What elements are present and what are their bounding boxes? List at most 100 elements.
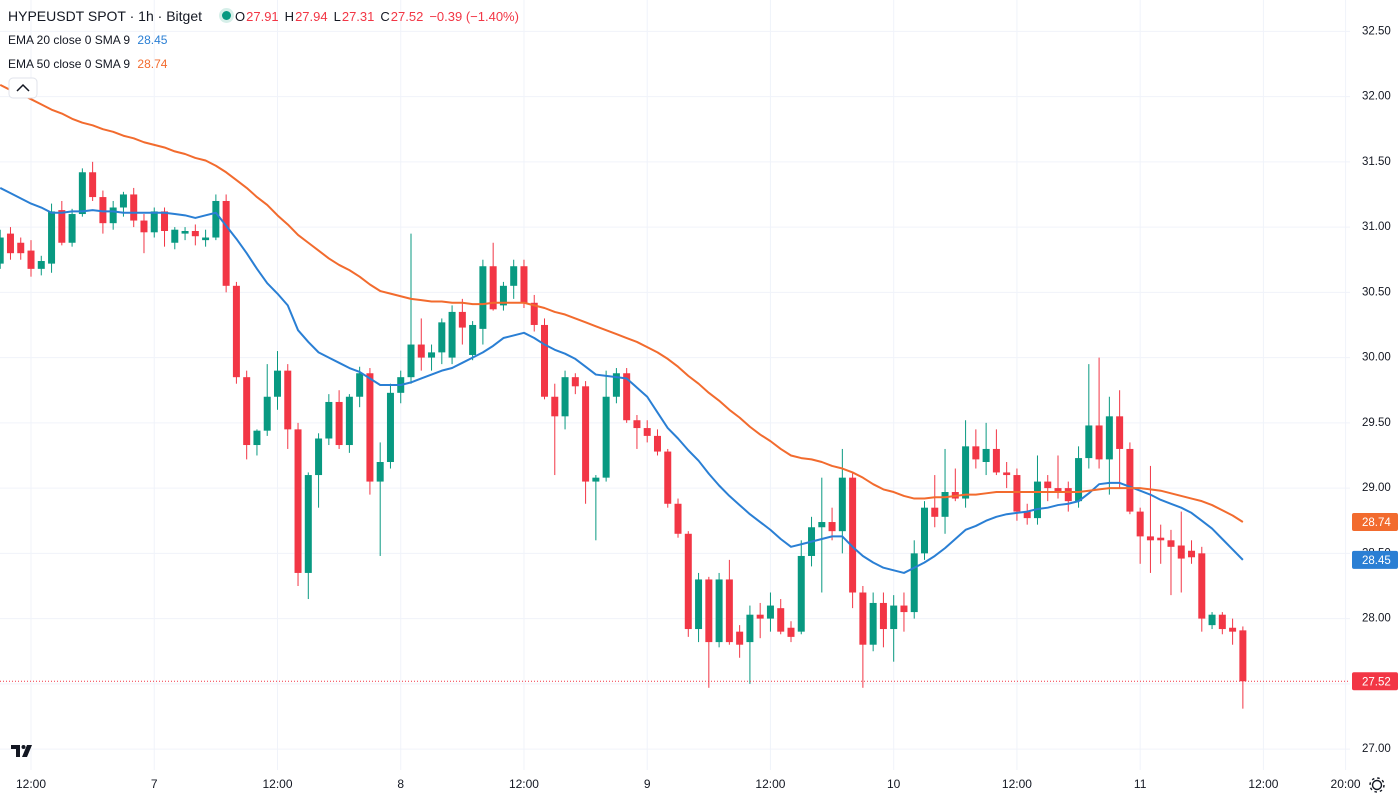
plot-area: [0, 83, 1350, 709]
price-badge: [1352, 550, 1398, 569]
candle-body: [653, 435, 661, 452]
x-tick-label: 12:00: [16, 777, 46, 791]
price-badge-label: 28.74: [1362, 517, 1391, 529]
candle-body: [1003, 472, 1011, 476]
candle-body: [1013, 475, 1021, 512]
candle-body: [643, 428, 651, 436]
candle-body: [664, 451, 672, 504]
candle-body: [1085, 425, 1093, 459]
y-tick-label: 30.00: [1362, 352, 1391, 364]
ohlc-key: H: [284, 9, 295, 24]
symbol-title: HYPEUSDT SPOT · 1h · Bitget: [8, 8, 202, 24]
y-tick-label: 27.00: [1362, 743, 1391, 755]
candle-body: [828, 522, 836, 532]
legend-entry: EMA 20 close 0 SMA 9 28.45: [8, 33, 171, 47]
candle-body: [510, 266, 518, 286]
candle-body: [284, 370, 292, 430]
candle-body: [849, 477, 857, 593]
candle-body: [109, 207, 117, 224]
candle-body: [469, 324, 477, 355]
candle-body: [6, 233, 14, 254]
candle-body: [859, 592, 867, 645]
logo: [11, 745, 32, 757]
candle-body: [551, 396, 559, 417]
candle-body: [838, 477, 846, 532]
ohlc-change: −0.39 (−1.40%): [429, 9, 519, 24]
candle-body: [715, 579, 723, 643]
x-tick-label: 12:00: [1248, 777, 1278, 791]
collapse-button[interactable]: [8, 77, 38, 99]
ohlc-key: L: [333, 9, 341, 24]
candle-body: [263, 396, 271, 431]
candle-body: [818, 522, 826, 528]
candle-body: [68, 214, 76, 243]
candle-body: [612, 373, 620, 397]
price-badge: [1352, 513, 1398, 532]
candle-body: [0, 237, 4, 264]
candle-body: [1095, 425, 1103, 460]
candle-body: [1167, 540, 1175, 547]
market-status: [222, 11, 231, 20]
price-badge: [1352, 672, 1398, 691]
candle-body: [407, 344, 415, 378]
candle-body: [910, 553, 918, 613]
candle-body: [869, 602, 877, 645]
candle-body: [797, 555, 805, 632]
settings-button[interactable]: [1369, 777, 1385, 793]
candle-body: [1188, 550, 1196, 558]
candle-body: [1116, 416, 1124, 449]
candle-body: [499, 285, 507, 306]
candle-body: [181, 231, 189, 234]
candle-body: [191, 231, 199, 237]
ohlc-value: 27.52: [390, 9, 424, 24]
x-tick-label: 12:00: [1002, 777, 1032, 791]
candle-body: [1208, 614, 1216, 626]
candle-body: [602, 396, 610, 478]
candle-body: [325, 401, 333, 439]
price-badge-label: 28.45: [1362, 555, 1391, 567]
candle-body: [787, 627, 795, 637]
axes: 27.0027.5028.0028.5029.0029.5030.0030.50…: [16, 25, 1398, 791]
candle-body: [520, 266, 528, 303]
candle-body: [746, 614, 754, 643]
x-tick-label: 12:00: [755, 777, 785, 791]
candle-body: [386, 392, 394, 462]
y-tick-label: 32.00: [1362, 91, 1391, 103]
y-tick-label: 29.50: [1362, 417, 1391, 429]
candle-body: [582, 386, 590, 482]
candle-body: [78, 172, 86, 215]
candle-body: [1126, 448, 1134, 512]
candle-body: [99, 197, 107, 224]
ohlc-key: C: [380, 9, 390, 24]
candle-body: [705, 579, 713, 643]
candle-body: [489, 266, 497, 310]
candle-body: [695, 579, 703, 630]
candle-body: [222, 200, 230, 286]
candle-body: [232, 285, 240, 378]
candle-body: [1105, 416, 1113, 460]
candle-body: [140, 220, 148, 233]
candle-body: [479, 266, 487, 329]
candle-body: [1044, 481, 1052, 489]
candle-body: [633, 420, 641, 429]
legend-name: EMA 20 close 0 SMA 9: [8, 33, 131, 47]
candle-body: [592, 477, 600, 482]
candle-body: [253, 430, 261, 446]
ema-line: [0, 83, 1244, 523]
candle-body: [879, 602, 887, 630]
candle-body: [130, 194, 138, 221]
candle-body: [119, 194, 127, 208]
y-tick-label: 32.50: [1362, 25, 1391, 37]
candle-body: [356, 373, 364, 397]
candle-body: [1136, 511, 1144, 537]
candle-body: [161, 211, 169, 231]
candle-body: [1023, 511, 1031, 519]
x-tick-label: 12:00: [262, 777, 292, 791]
candle-body: [1064, 488, 1072, 502]
candle-body: [273, 370, 281, 397]
ema-line: [0, 187, 1244, 574]
candle-body: [17, 242, 25, 254]
ohlc-value: 27.94: [295, 9, 328, 24]
candle-body: [304, 475, 312, 573]
